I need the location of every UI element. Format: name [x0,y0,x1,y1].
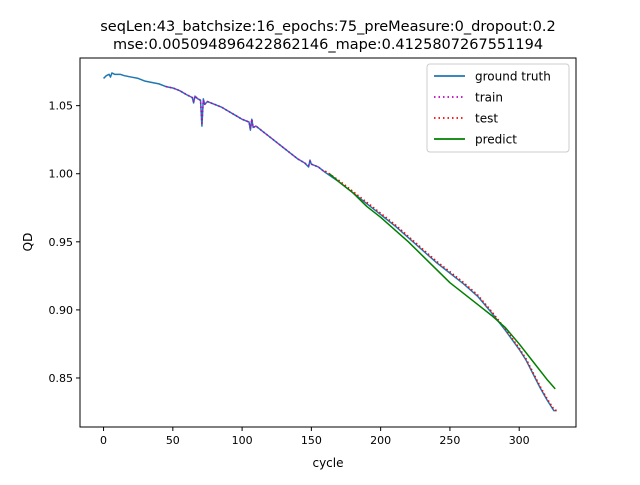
x-tick-label: 50 [166,434,180,447]
legend-label-predict: predict [475,133,517,147]
y-tick-label: 0.95 [49,236,74,249]
x-tick-label: 150 [301,434,322,447]
legend: ground truth train test predict [426,63,570,153]
x-tick-label: 0 [100,434,107,447]
legend-label-train: train [475,91,503,105]
y-tick-label: 1.00 [49,168,74,181]
legend-box [426,63,570,153]
chart-subtitle: mse:0.005094896422862146_mape:0.41258072… [113,37,543,53]
legend-label-test: test [475,112,498,126]
plot-area [103,72,557,412]
series-line-predict [328,173,556,390]
y-tick-label: 0.85 [49,372,74,385]
x-tick-label: 250 [439,434,460,447]
x-tick-label: 100 [232,434,253,447]
x-tick-label: 300 [509,434,530,447]
axes-frame [79,57,577,428]
x-tick-label: 200 [370,434,391,447]
series-line-train [165,85,326,174]
chart-title: seqLen:43_batchsize:16_epochs:75_preMeas… [100,19,556,35]
y-tick-label: 0.90 [49,304,74,317]
legend-label-ground-truth: ground truth [475,70,551,84]
axes-ticks: 0 50 100 150 200 250 300 0.85 0.90 0.95 1.00 1.05 [49,100,530,447]
y-axis-label: QD [21,233,35,252]
series-line-ground-truth [103,72,557,412]
y-tick-label: 1.05 [49,100,74,113]
x-axis-label: cycle [312,456,343,470]
